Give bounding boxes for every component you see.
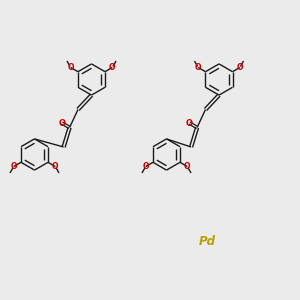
Text: O: O bbox=[68, 63, 74, 72]
Text: Pd: Pd bbox=[199, 235, 215, 248]
Text: O: O bbox=[11, 162, 17, 171]
Text: O: O bbox=[195, 63, 202, 72]
Text: O: O bbox=[109, 63, 116, 72]
Text: O: O bbox=[142, 162, 149, 171]
Text: O: O bbox=[236, 63, 243, 72]
Text: O: O bbox=[58, 118, 65, 127]
Text: O: O bbox=[186, 118, 193, 127]
Text: O: O bbox=[52, 162, 59, 171]
Text: O: O bbox=[184, 162, 190, 171]
